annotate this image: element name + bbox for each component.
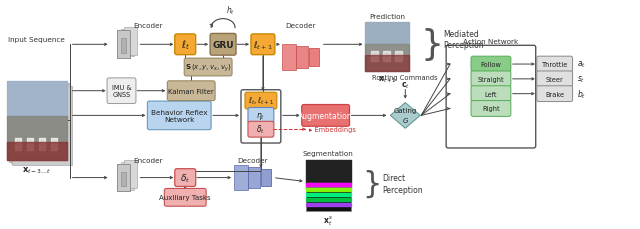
Text: Brake: Brake [545,91,564,97]
FancyBboxPatch shape [164,189,206,206]
Text: Augmentation: Augmentation [298,111,353,120]
FancyBboxPatch shape [282,45,296,71]
Text: $\mathbf{c}_t$: $\mathbf{c}_t$ [401,80,410,91]
Text: $a_t$: $a_t$ [577,60,586,70]
Text: Left: Left [484,91,497,97]
Text: Direct
Perception: Direct Perception [382,174,423,194]
FancyBboxPatch shape [184,59,232,76]
FancyBboxPatch shape [248,108,274,124]
FancyBboxPatch shape [296,47,308,69]
FancyBboxPatch shape [261,169,271,187]
FancyBboxPatch shape [121,39,126,54]
FancyBboxPatch shape [537,86,573,102]
FancyBboxPatch shape [167,82,215,101]
FancyBboxPatch shape [248,167,260,189]
FancyBboxPatch shape [446,46,536,148]
FancyBboxPatch shape [175,35,196,55]
Text: $\mathbf{x}_{t+1}$: $\mathbf{x}_{t+1}$ [378,74,397,85]
Text: Action Network: Action Network [463,39,518,45]
FancyBboxPatch shape [471,57,511,73]
FancyBboxPatch shape [248,122,274,137]
FancyBboxPatch shape [120,162,134,190]
Text: }: } [420,28,444,62]
FancyBboxPatch shape [107,79,136,104]
FancyBboxPatch shape [120,30,134,57]
Text: }: } [362,169,382,198]
Text: Follow: Follow [481,62,501,68]
Polygon shape [390,103,420,129]
Text: $b_t$: $b_t$ [577,88,586,101]
FancyBboxPatch shape [365,22,410,72]
FancyBboxPatch shape [12,87,72,165]
Text: Kalman Filter: Kalman Filter [168,88,214,94]
FancyBboxPatch shape [11,85,70,164]
FancyBboxPatch shape [537,57,573,73]
FancyBboxPatch shape [245,93,277,109]
FancyBboxPatch shape [124,161,137,188]
Text: Gating
$G$: Gating $G$ [394,108,417,124]
FancyBboxPatch shape [308,49,319,67]
Text: Behavior Reflex
Network: Behavior Reflex Network [151,109,207,122]
FancyBboxPatch shape [147,102,211,130]
FancyBboxPatch shape [306,160,351,211]
Text: IMU &
GNSS: IMU & GNSS [112,85,131,98]
FancyBboxPatch shape [234,165,248,191]
FancyBboxPatch shape [251,35,275,55]
FancyBboxPatch shape [210,34,236,56]
Text: $\mathbf{x}_t^s$: $\mathbf{x}_t^s$ [323,213,333,227]
Text: $\mathbf{S}\,(x,y,v_x,v_y)$: $\mathbf{S}\,(x,y,v_x,v_y)$ [185,62,232,73]
Text: $\mathbf{x}_{t-3\ldots t}$: $\mathbf{x}_{t-3\ldots t}$ [22,165,51,175]
FancyBboxPatch shape [537,72,573,87]
FancyBboxPatch shape [471,101,511,117]
Text: $\ell_t,\ell_{t+1}$: $\ell_t,\ell_{t+1}$ [248,95,274,107]
Text: Right: Right [482,106,500,112]
Text: Decoder: Decoder [285,22,316,28]
FancyBboxPatch shape [471,72,511,87]
FancyBboxPatch shape [175,169,196,187]
FancyBboxPatch shape [121,172,126,187]
FancyBboxPatch shape [117,164,130,192]
FancyBboxPatch shape [117,164,130,192]
Text: GRU: GRU [212,41,234,50]
Text: Mediated
Perception: Mediated Perception [443,30,484,50]
FancyBboxPatch shape [7,82,67,160]
FancyBboxPatch shape [124,28,137,55]
FancyBboxPatch shape [471,86,511,102]
Text: Input Sequence: Input Sequence [8,37,65,43]
Text: Routing Commands: Routing Commands [372,75,438,81]
Text: Encoder: Encoder [134,157,163,163]
Text: Auxiliary Tasks: Auxiliary Tasks [159,194,211,200]
Text: $\ell_{t+1}$: $\ell_{t+1}$ [253,39,273,51]
Text: $\eta_t$: $\eta_t$ [257,110,266,121]
Text: Throttle: Throttle [541,62,568,68]
Text: Decoder: Decoder [237,157,268,163]
FancyBboxPatch shape [9,83,68,162]
Text: Prediction: Prediction [369,14,405,20]
FancyBboxPatch shape [117,31,130,59]
Text: Segmentation: Segmentation [303,150,353,156]
FancyBboxPatch shape [241,90,281,143]
Text: Encoder: Encoder [134,22,163,28]
Text: $s_t$: $s_t$ [577,74,585,85]
Text: Straight: Straight [477,76,504,82]
Text: $\ell_t$: $\ell_t$ [180,38,189,52]
Text: ▸ Embeddings: ▸ Embeddings [308,127,356,133]
Text: $h_t$: $h_t$ [227,4,236,16]
Text: Steer: Steer [546,76,564,82]
Text: $\delta_t$: $\delta_t$ [257,123,266,136]
FancyBboxPatch shape [301,105,349,127]
FancyBboxPatch shape [117,31,130,59]
Text: $\delta_t$: $\delta_t$ [180,172,190,184]
